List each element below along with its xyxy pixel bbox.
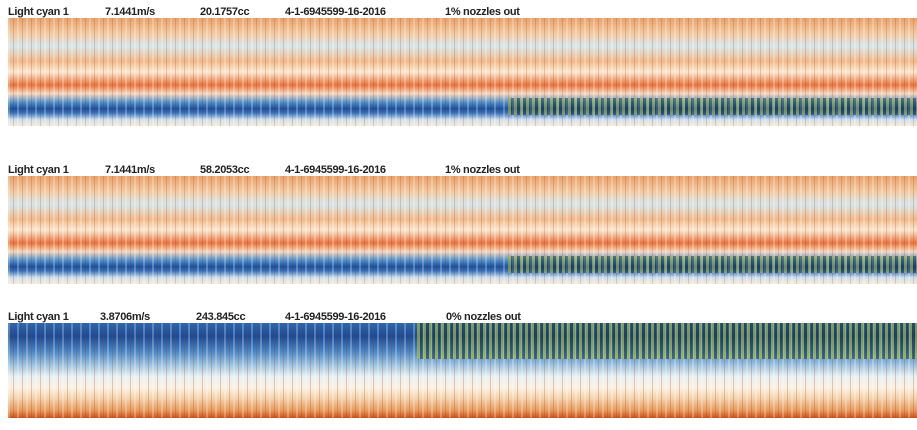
header-volume: 20.1757cc <box>200 6 250 18</box>
scan-panel: Light cyan 1 3.8706m/s 243.845cc 4-1-694559… <box>0 311 917 418</box>
header-volume: 243.845cc <box>196 311 246 323</box>
header-speed: 7.1441m/s <box>105 6 155 18</box>
header-id: 4-1-6945599-16-2016 <box>285 311 386 323</box>
scan-image <box>8 18 917 126</box>
header-volume: 58.2053cc <box>200 164 250 176</box>
scan-panel: Light cyan 1 7.1441m/s 58.2053cc 4-1-694559… <box>0 164 917 284</box>
header-nozzles: 1% nozzles out <box>445 164 520 176</box>
header-ink: Light cyan 1 <box>8 6 69 18</box>
header-ink: Light cyan 1 <box>8 164 69 176</box>
header-id: 4-1-6945599-16-2016 <box>285 164 386 176</box>
header-ink: Light cyan 1 <box>8 311 69 323</box>
header-nozzles: 0% nozzles out <box>446 311 521 323</box>
scan-image <box>8 176 917 284</box>
header-speed: 7.1441m/s <box>105 164 155 176</box>
scan-image <box>8 323 917 418</box>
scan-panel: Light cyan 1 7.1441m/s 20.1757cc 4-1-694559… <box>0 6 917 126</box>
header-id: 4-1-6945599-16-2016 <box>285 6 386 18</box>
header-nozzles: 1% nozzles out <box>445 6 520 18</box>
header-speed: 3.8706m/s <box>100 311 150 323</box>
